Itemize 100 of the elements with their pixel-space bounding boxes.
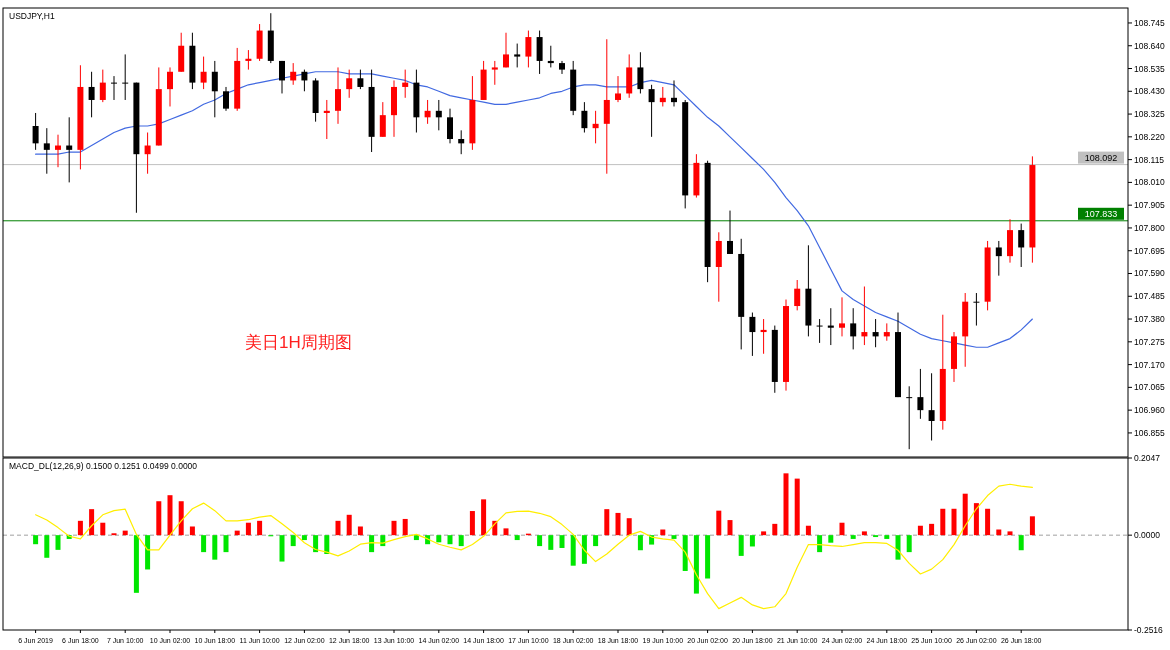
bar [391, 520, 397, 536]
candlestick [290, 62, 297, 86]
bar [481, 499, 487, 536]
y-tick-label: 107.590 [1134, 268, 1165, 279]
bar [940, 508, 946, 536]
candlestick [1018, 223, 1025, 268]
candlestick [55, 134, 61, 168]
bar [537, 535, 543, 547]
bar [357, 526, 363, 536]
bar [548, 535, 554, 550]
y-tick-label: 107.380 [1134, 314, 1165, 325]
bar [189, 526, 195, 536]
candlestick [88, 71, 95, 118]
candlestick [514, 43, 521, 68]
bar [828, 535, 834, 543]
y-tick-label: 107.170 [1134, 359, 1165, 370]
bar [201, 535, 207, 553]
bar [44, 535, 50, 558]
candlestick [839, 296, 845, 337]
candlestick [727, 210, 733, 255]
candlestick [458, 129, 465, 155]
bar [772, 523, 778, 536]
bar [436, 535, 442, 543]
candlestick [760, 318, 767, 355]
bar [447, 535, 453, 545]
bar [346, 514, 352, 536]
candlestick [357, 69, 364, 90]
bar [738, 535, 744, 556]
bar [335, 520, 341, 536]
candlestick [659, 86, 666, 107]
bar [671, 535, 677, 539]
candlestick [547, 45, 554, 68]
candlestick [850, 307, 857, 350]
candlestick [379, 101, 386, 138]
candlestick [43, 127, 50, 175]
bar [817, 535, 823, 553]
bar [245, 522, 251, 536]
candlestick [973, 292, 980, 327]
bar [402, 518, 408, 536]
candlestick [144, 132, 151, 175]
candlestick [200, 56, 207, 90]
candlestick [906, 385, 913, 450]
bar [55, 535, 61, 550]
candlestick [447, 108, 453, 144]
bar [33, 535, 39, 545]
candlestick [536, 30, 543, 75]
candlestick [671, 79, 677, 107]
y-tick-label: 108.640 [1134, 40, 1165, 51]
bar [89, 509, 95, 536]
y-tick-label: 108.010 [1134, 177, 1165, 188]
bar [761, 531, 767, 536]
candlestick [995, 240, 1002, 277]
bar [313, 535, 319, 553]
bar [1018, 535, 1024, 551]
candlestick [816, 318, 823, 344]
candlestick [615, 75, 621, 103]
bar [324, 535, 330, 555]
y-tick-label: 108.535 [1134, 63, 1165, 74]
bar [985, 508, 991, 536]
candlestick [335, 66, 341, 125]
bar [805, 525, 811, 536]
y-tick-label: 108.220 [1134, 131, 1165, 142]
bar [705, 535, 711, 579]
candlestick [861, 286, 868, 346]
bar [279, 535, 285, 562]
chart-title: USDJPY,H1 [9, 11, 55, 21]
bar [301, 535, 307, 541]
bar [570, 535, 576, 566]
bar [145, 535, 151, 570]
candlestick [491, 60, 498, 86]
bar [861, 531, 867, 536]
bar [503, 528, 509, 536]
bar [615, 512, 621, 536]
candlestick [99, 69, 106, 103]
y-tick-label: 107.065 [1134, 382, 1165, 393]
bar [559, 535, 565, 548]
bar [917, 525, 923, 536]
bar [850, 535, 856, 539]
candlestick [928, 372, 935, 442]
candlestick [435, 99, 442, 131]
y-tick-label: 107.905 [1134, 200, 1165, 211]
y-tick-label: 107.275 [1134, 336, 1165, 347]
candlestick [637, 51, 644, 94]
bar [783, 473, 789, 536]
candlestick [122, 53, 129, 101]
y-tick-label: 107.485 [1134, 291, 1165, 302]
bar [727, 520, 733, 536]
candlestick [167, 66, 173, 107]
ref-line-label: 107.833 [1084, 208, 1118, 219]
candlestick [827, 307, 834, 346]
bar [637, 535, 643, 551]
bar [884, 535, 890, 539]
candlestick [581, 101, 588, 134]
candlestick [559, 60, 565, 75]
bar [794, 478, 800, 536]
bar [212, 535, 218, 560]
y-tick-label: 108.325 [1134, 109, 1165, 120]
bar [156, 501, 162, 536]
bar [133, 535, 139, 593]
chart-title: MACD_DL(12,26,9) 0.1500 0.1251 0.0499 0.0000 [9, 461, 198, 471]
